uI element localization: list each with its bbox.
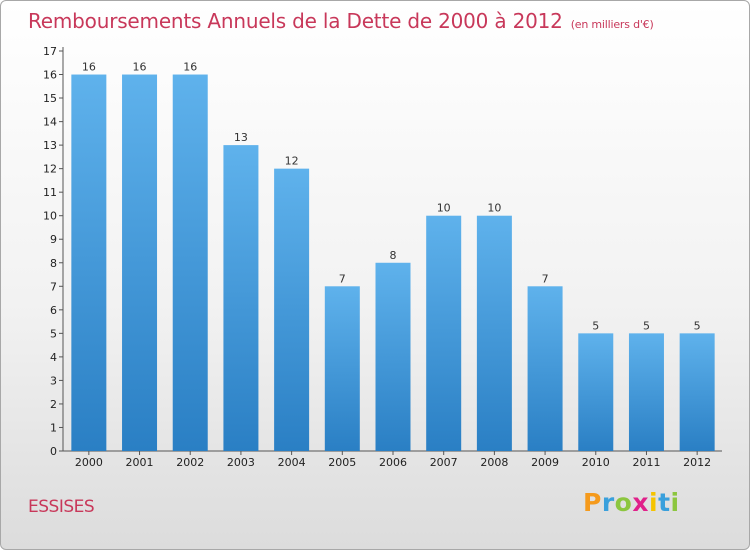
x-tick-label: 2005 [328, 456, 356, 469]
bar-value-label: 5 [643, 319, 650, 332]
logo-letter: P [583, 488, 602, 517]
y-tick-label: 13 [43, 139, 57, 152]
logo-letter: i [649, 488, 659, 517]
bar [679, 333, 715, 451]
y-tick-label: 9 [50, 233, 57, 246]
x-tick-label: 2000 [75, 456, 103, 469]
y-tick-label: 7 [50, 280, 57, 293]
bar-value-label: 5 [694, 319, 701, 332]
bar [426, 215, 462, 451]
bar [375, 262, 411, 451]
x-tick-label: 2010 [582, 456, 610, 469]
y-tick-label: 2 [50, 398, 57, 411]
bar-value-label: 16 [82, 61, 96, 74]
logo-letter: i [670, 488, 680, 517]
y-tick-label: 4 [50, 351, 57, 364]
y-tick-label: 3 [50, 374, 57, 387]
x-tick-label: 2012 [683, 456, 711, 469]
bar [122, 74, 158, 451]
bar [628, 333, 664, 451]
logo-letter: t [658, 488, 671, 517]
bar-value-label: 7 [542, 272, 549, 285]
bar [172, 74, 208, 451]
y-tick-label: 11 [43, 186, 57, 199]
logo-letter: x [632, 488, 649, 517]
y-tick-label: 16 [43, 69, 57, 82]
unit-label: (en milliers d'€) [570, 18, 654, 31]
bar-value-label: 8 [390, 249, 397, 262]
bar-value-label: 16 [133, 61, 147, 74]
y-tick-label: 15 [43, 92, 57, 105]
bar [324, 286, 360, 451]
title-text: Remboursements Annuels de la Dette de 20… [28, 9, 563, 33]
bar-value-label: 5 [592, 319, 599, 332]
bar-value-label: 13 [234, 131, 248, 144]
x-tick-label: 2007 [430, 456, 458, 469]
x-tick-label: 2001 [126, 456, 154, 469]
x-tick-label: 2009 [531, 456, 559, 469]
y-tick-label: 1 [50, 421, 57, 434]
bar [527, 286, 563, 451]
x-tick-label: 2011 [632, 456, 660, 469]
bar [71, 74, 107, 451]
proxiti-logo: Proxiti [583, 488, 680, 517]
bar [578, 333, 614, 451]
x-tick-label: 2003 [227, 456, 255, 469]
logo-letter: o [614, 488, 633, 517]
logo-letter: r [601, 488, 615, 517]
bars: 16 16 16 13 12 7 8 10 10 7 5 5 5 [71, 61, 715, 451]
y-tick-label: 8 [50, 257, 57, 270]
y-tick-label: 14 [43, 116, 57, 129]
bar-value-label: 7 [339, 272, 346, 285]
x-tick-label: 2002 [176, 456, 204, 469]
bar-value-label: 10 [487, 202, 501, 215]
y-tick-label: 6 [50, 304, 57, 317]
bar [476, 215, 512, 451]
x-tick-label: 2004 [278, 456, 306, 469]
x-tick-label: 2008 [480, 456, 508, 469]
y-tick-label: 5 [50, 327, 57, 340]
bar [274, 168, 310, 451]
chart-title: Remboursements Annuels de la Dette de 20… [28, 9, 654, 33]
y-tick-label: 17 [43, 45, 57, 58]
y-tick-label: 12 [43, 163, 57, 176]
bar-value-label: 10 [437, 202, 451, 215]
x-tick-label: 2006 [379, 456, 407, 469]
bar-value-label: 16 [183, 61, 197, 74]
bar-value-label: 12 [285, 155, 299, 168]
y-tick-label: 10 [43, 210, 57, 223]
bar [223, 145, 259, 451]
commune-name: ESSISES [28, 497, 95, 517]
y-tick-label: 0 [50, 445, 57, 458]
